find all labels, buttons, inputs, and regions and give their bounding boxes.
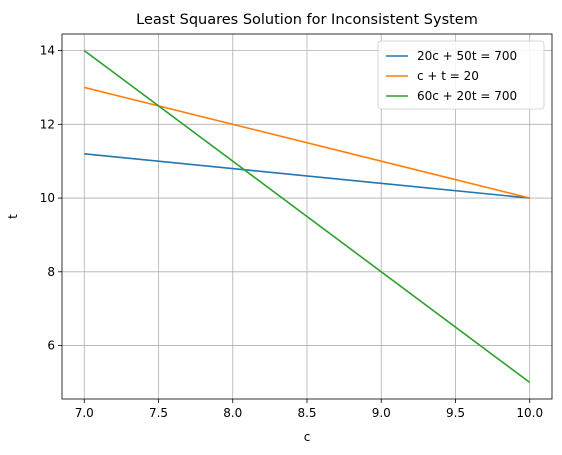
legend-entry-1: c + t = 20 xyxy=(417,69,479,83)
x-axis-label: c xyxy=(304,430,311,444)
y-tick-label: 14 xyxy=(40,44,55,58)
legend: 20c + 50t = 700 c + t = 20 60c + 20t = 700 xyxy=(377,40,545,110)
x-tick-label: 8.0 xyxy=(223,406,242,420)
y-tick-label: 8 xyxy=(47,265,55,279)
y-tick-label: 6 xyxy=(47,339,55,353)
legend-entry-2: 60c + 20t = 700 xyxy=(417,89,517,103)
grid-lines xyxy=(62,34,552,399)
x-tick-label: 7.5 xyxy=(149,406,168,420)
series-lines xyxy=(83,49,531,384)
x-tick-label: 9.0 xyxy=(372,406,391,420)
x-ticks: 7.0 7.5 8.0 8.5 9.0 9.5 10.0 xyxy=(75,399,543,420)
series-line-2 xyxy=(83,49,531,384)
y-tick-label: 10 xyxy=(40,191,55,205)
y-axis-label: t xyxy=(6,214,20,219)
chart-title: Least Squares Solution for Inconsistent … xyxy=(136,12,478,28)
legend-entry-0: 20c + 50t = 700 xyxy=(417,49,517,63)
series-line-0 xyxy=(84,153,530,199)
legend-box xyxy=(377,40,545,110)
x-tick-label: 10.0 xyxy=(516,406,543,420)
x-tick-label: 9.5 xyxy=(446,406,465,420)
y-tick-label: 12 xyxy=(40,117,55,131)
x-tick-label: 8.5 xyxy=(297,406,316,420)
y-ticks: 6 8 10 12 14 xyxy=(40,44,62,353)
x-tick-label: 7.0 xyxy=(75,406,94,420)
